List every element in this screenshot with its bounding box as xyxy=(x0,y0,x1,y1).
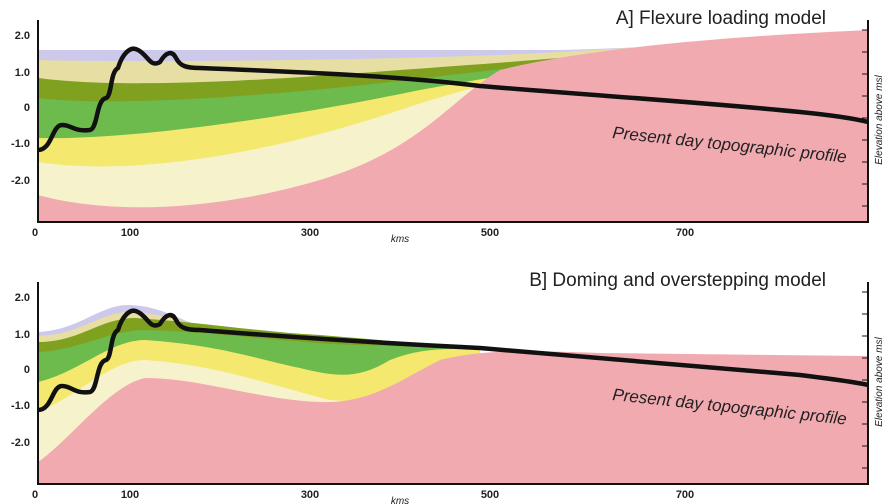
y-tick-label: 2.0 xyxy=(15,292,30,304)
x-tick-label: 100 xyxy=(121,227,139,239)
x-tick-label: 0 xyxy=(32,489,38,501)
y-tick-label: 0 xyxy=(24,364,30,376)
panel-title: B] Doming and overstepping model xyxy=(529,270,826,291)
x-axis-label: kms xyxy=(391,234,409,245)
x-axis-label: kms xyxy=(391,496,409,504)
y-tick-label: -2.0 xyxy=(11,175,30,187)
x-tick-label: 0 xyxy=(32,227,38,239)
panel-title: A] Flexure loading model xyxy=(616,8,826,29)
x-tick-label: 300 xyxy=(301,227,319,239)
y-tick-label: 1.0 xyxy=(15,329,30,341)
x-tick-label: 500 xyxy=(481,227,499,239)
y-tick-label: 1.0 xyxy=(15,67,30,79)
y-axis-label: Elevation above msl xyxy=(874,74,885,164)
panel-b-layers xyxy=(38,305,868,484)
x-tick-label: 500 xyxy=(481,489,499,501)
y-tick-label: -1.0 xyxy=(11,400,30,412)
x-tick-label: 700 xyxy=(676,489,694,501)
diagram: A] Flexure loading modelPresent day topo… xyxy=(0,0,887,504)
y-tick-label: 0 xyxy=(24,102,30,114)
panel-a-layers xyxy=(38,30,868,222)
y-tick-label: 2.0 xyxy=(15,30,30,42)
y-tick-label: -2.0 xyxy=(11,437,30,449)
x-tick-label: 300 xyxy=(301,489,319,501)
y-axis-label: Elevation above msl xyxy=(874,336,885,426)
y-tick-label: -1.0 xyxy=(11,138,30,150)
x-tick-label: 700 xyxy=(676,227,694,239)
x-tick-label: 100 xyxy=(121,489,139,501)
